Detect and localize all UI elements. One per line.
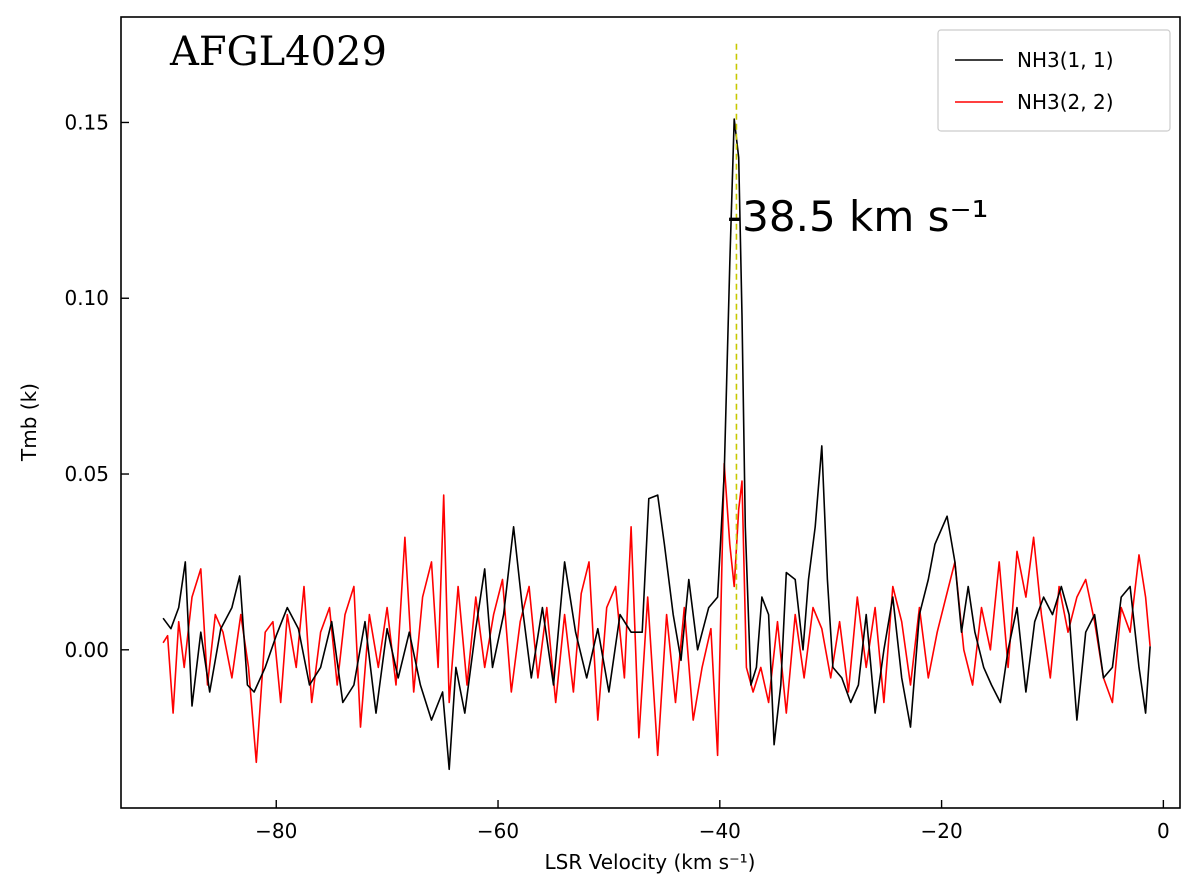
source-title: AFGL4029 — [169, 29, 387, 75]
series-line-nh3-11 — [162, 118, 1151, 771]
legend: NH3(1, 1) NH3(2, 2) — [937, 29, 1171, 132]
y-tick-label: 0.15 — [64, 110, 109, 134]
legend-label: NH3(2, 2) — [1017, 90, 1114, 114]
x-tick-label: −20 — [920, 819, 962, 843]
y-tick-label: 0.00 — [64, 638, 109, 662]
x-tick-label: −80 — [255, 819, 297, 843]
y-tick-label: 0.05 — [64, 462, 109, 486]
x-axis-title: LSR Velocity (km s⁻¹) — [545, 850, 756, 874]
series-line-nh3-22 — [162, 462, 1151, 764]
x-axis-ticks: −80 −60 −40 −20 0 — [255, 800, 1170, 843]
x-tick-label: −60 — [477, 819, 519, 843]
y-axis-title: Tmb (k) — [17, 383, 41, 462]
series-layer — [162, 118, 1151, 771]
legend-box — [937, 29, 1171, 132]
legend-label: NH3(1, 1) — [1017, 48, 1114, 72]
y-axis-ticks: 0.00 0.05 0.10 0.15 — [64, 110, 129, 662]
x-tick-label: −40 — [699, 819, 741, 843]
plot-frame — [120, 16, 1181, 809]
y-tick-label: 0.10 — [64, 286, 109, 310]
x-tick-label: 0 — [1157, 819, 1170, 843]
peak-annotation: -38.5 km s⁻¹ — [727, 192, 989, 241]
